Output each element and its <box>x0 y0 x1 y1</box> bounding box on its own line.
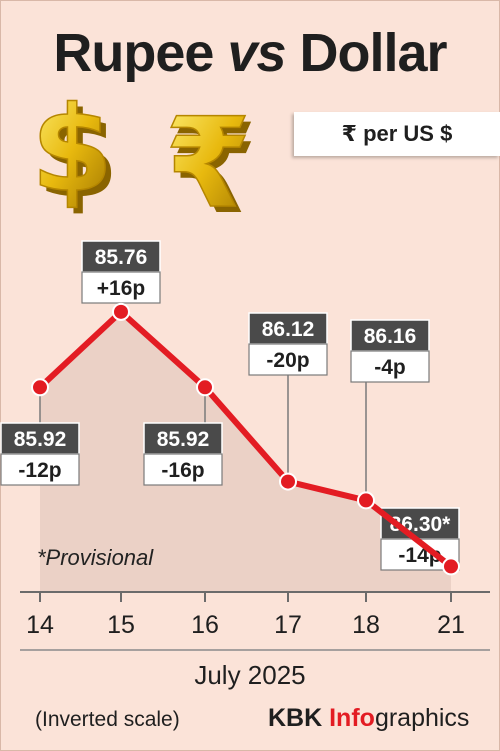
provisional-footnote: *Provisional <box>37 545 154 570</box>
change-label-box <box>143 453 223 486</box>
x-tick-label: 17 <box>274 611 302 639</box>
x-tick-label: 16 <box>191 611 219 639</box>
data-point <box>112 302 130 321</box>
change-label: -20p <box>266 349 309 372</box>
change-label: +16p <box>97 277 145 300</box>
svg-text:₹: ₹ <box>165 92 251 236</box>
change-label: -12p <box>18 459 61 482</box>
change-label-box <box>0 453 80 486</box>
x-tick-label: 15 <box>107 611 135 639</box>
change-label: -16p <box>161 459 204 482</box>
data-point <box>442 557 460 576</box>
value-label-box <box>0 422 80 455</box>
x-tick-label: 14 <box>26 611 54 639</box>
change-label: -4p <box>374 356 406 379</box>
value-label-box <box>143 422 223 455</box>
x-tick-label: 18 <box>352 611 380 639</box>
svg-text:₹: ₹ <box>171 98 257 242</box>
data-point <box>196 378 214 397</box>
credit-label: KBK Infographics <box>268 704 470 732</box>
page-title: Rupee vs Dollar <box>53 23 447 83</box>
value-label-box <box>81 240 161 273</box>
data-point <box>357 491 375 510</box>
dollar-sign-3d-icon: $ $ <box>30 79 119 224</box>
rupee-sign-3d-icon: ₹ ₹ <box>164 91 257 242</box>
value-label: 85.76 <box>95 246 148 269</box>
value-label: 85.92 <box>157 428 210 451</box>
value-label: 85.92 <box>14 428 67 451</box>
area-fill <box>40 311 451 592</box>
data-point <box>31 378 49 397</box>
svg-text:$: $ <box>37 86 119 224</box>
data-point <box>279 472 297 491</box>
change-label-box <box>248 343 328 376</box>
x-axis-label: July 2025 <box>194 660 306 690</box>
change-label-box <box>350 350 430 383</box>
scale-note: (Inverted scale) <box>35 708 180 731</box>
svg-text:$: $ <box>31 80 113 218</box>
unit-label: ₹ per US $ <box>294 112 500 156</box>
series-line <box>37 308 454 570</box>
value-label: 86.12 <box>262 318 315 341</box>
x-tick-label: 21 <box>437 611 465 639</box>
value-label: 86.16 <box>364 325 417 348</box>
value-label-box <box>350 319 430 352</box>
